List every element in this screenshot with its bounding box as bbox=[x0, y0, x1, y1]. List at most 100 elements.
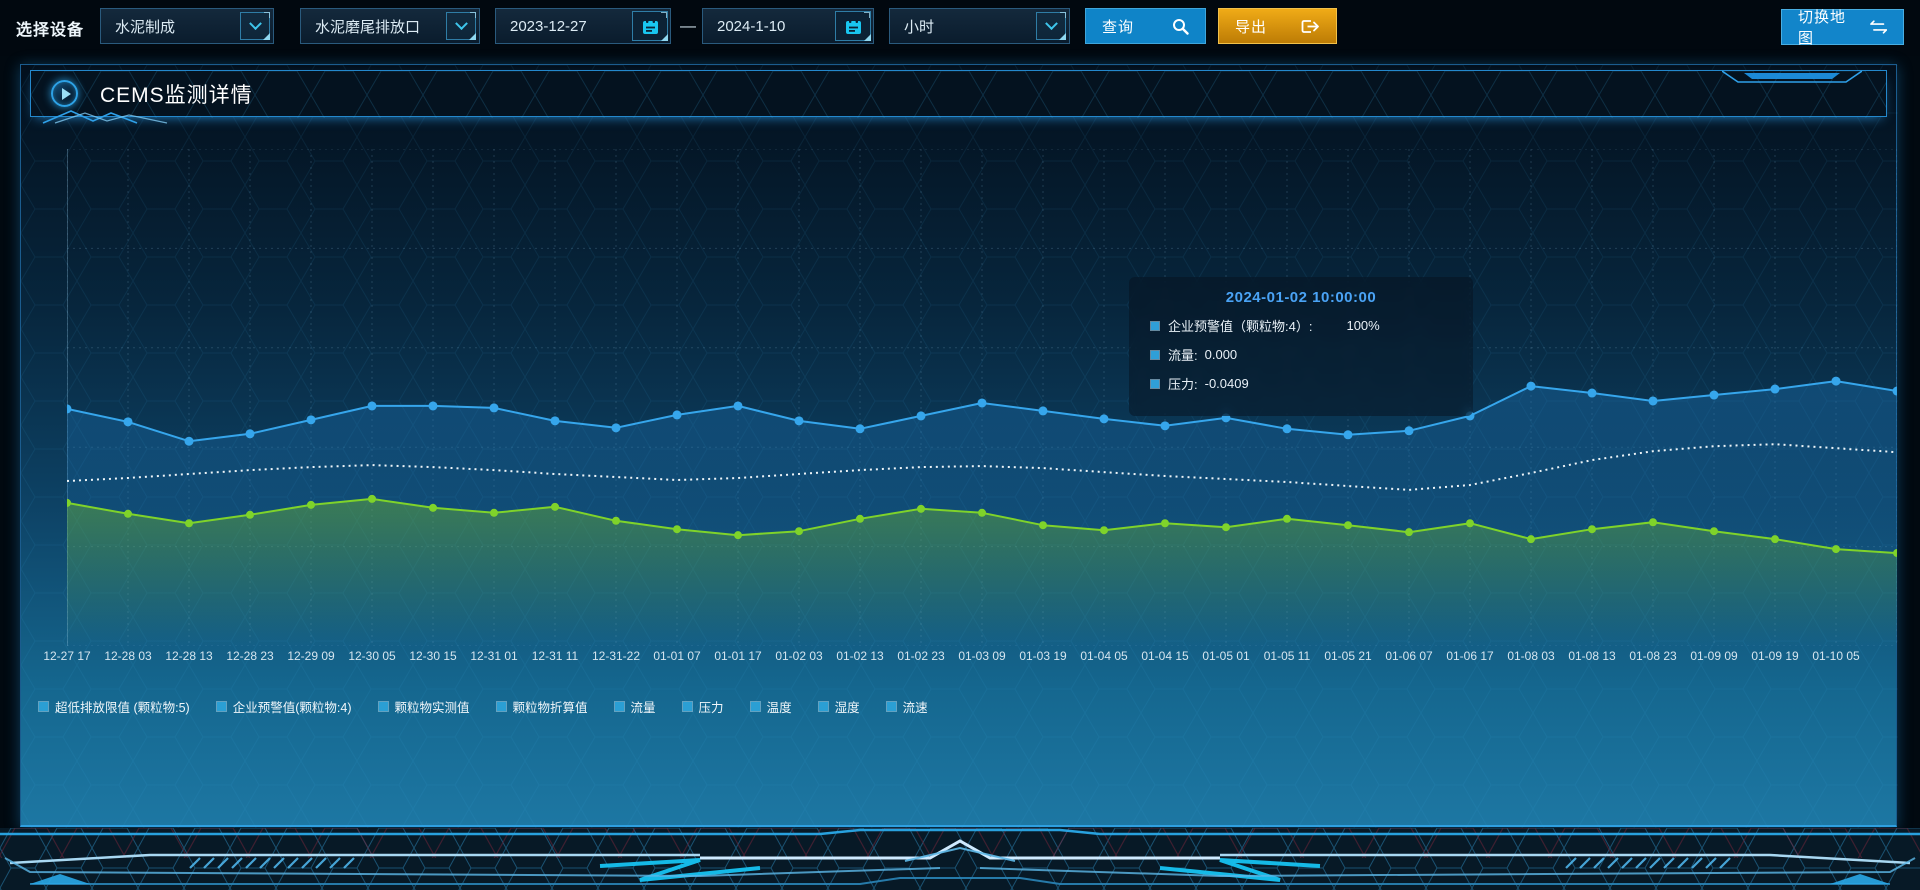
switch-map-label: 切换地图 bbox=[1798, 9, 1847, 47]
header-zigzag-decoration bbox=[42, 110, 168, 124]
series-marker-icon bbox=[1150, 320, 1160, 331]
swap-icon bbox=[1869, 20, 1887, 34]
chevron-down-icon[interactable] bbox=[446, 12, 476, 40]
x-axis-label: 01-05 11 bbox=[1263, 649, 1311, 663]
chart-legend: 超低排放限值 (颗粒物:5) 企业预警值(颗粒物:4) 颗粒物实测值 颗粒物折算值 流量… bbox=[38, 697, 928, 716]
interval-select[interactable]: 小时 bbox=[889, 8, 1070, 44]
export-button[interactable]: 导出 bbox=[1218, 8, 1337, 44]
footer-decoration bbox=[0, 828, 1920, 890]
series-2 bbox=[63, 494, 1901, 646]
legend-label: 温度 bbox=[766, 701, 792, 715]
panel-title: CEMS监测详情 bbox=[100, 83, 253, 107]
end-date-value: 2024-1-10 bbox=[717, 17, 786, 35]
device-select-value: 水泥制成 bbox=[115, 18, 176, 36]
legend-marker-icon bbox=[817, 701, 829, 712]
calendar-icon[interactable] bbox=[835, 11, 871, 41]
tooltip-row: 压力: -0.0409 bbox=[1150, 374, 1473, 393]
tooltip-label: 流量: bbox=[1168, 348, 1198, 363]
cems-chart[interactable] bbox=[62, 148, 1902, 647]
x-axis-label: 01-10 05 bbox=[1812, 649, 1860, 663]
x-axis-label: 12-27 17 bbox=[43, 649, 91, 663]
toolbar: 选择设备 水泥制成 水泥磨尾排放口 2023-12-27 — 2024-1-10 bbox=[0, 0, 1920, 56]
query-button-label: 查询 bbox=[1102, 18, 1135, 36]
x-axis: 12-27 17 12-28 03 12-28 13 12-28 23 12-29 09… bbox=[43, 649, 1897, 667]
legend-marker-icon bbox=[613, 701, 625, 712]
legend-item[interactable]: 温度 bbox=[749, 697, 792, 716]
x-axis-label: 01-08 13 bbox=[1568, 649, 1616, 663]
x-axis-label: 01-05 21 bbox=[1324, 649, 1372, 663]
legend-item[interactable]: 压力 bbox=[681, 697, 724, 716]
search-icon bbox=[1173, 18, 1189, 35]
header-notch-decoration bbox=[1722, 70, 1862, 83]
cems-panel: CEMS监测详情 12-27 17 12-28 03 12-28 13 12-28 2… bbox=[20, 64, 1902, 828]
x-axis-label: 01-06 17 bbox=[1446, 649, 1494, 663]
x-axis-label: 12-28 13 bbox=[165, 649, 213, 663]
x-axis-label: 12-28 03 bbox=[104, 649, 152, 663]
x-axis-label: 01-03 09 bbox=[958, 649, 1006, 663]
export-icon bbox=[1301, 19, 1319, 33]
tooltip-label: 压力: bbox=[1168, 377, 1198, 392]
x-axis-label: 12-28 23 bbox=[226, 649, 274, 663]
legend-label: 流量 bbox=[630, 701, 656, 715]
legend-item[interactable]: 流量 bbox=[613, 697, 656, 716]
legend-label: 颗粒物实测值 bbox=[394, 701, 470, 715]
query-button[interactable]: 查询 bbox=[1085, 8, 1206, 44]
switch-map-button[interactable]: 切换地图 bbox=[1781, 9, 1904, 47]
tooltip-row: 企业预警值（颗粒物:4）: 100% bbox=[1150, 316, 1473, 335]
chevron-down-icon[interactable] bbox=[240, 12, 270, 40]
panel-header: CEMS监测详情 bbox=[30, 70, 1887, 124]
x-axis-label: 12-31-22 bbox=[591, 649, 641, 663]
outlet-select-value: 水泥磨尾排放口 bbox=[315, 18, 421, 36]
export-button-label: 导出 bbox=[1235, 18, 1268, 36]
end-date-picker[interactable]: 2024-1-10 bbox=[702, 8, 874, 44]
start-date-picker[interactable]: 2023-12-27 bbox=[495, 8, 671, 44]
legend-marker-icon bbox=[495, 701, 507, 712]
x-axis-label: 01-06 07 bbox=[1385, 649, 1433, 663]
x-axis-label: 01-09 09 bbox=[1690, 649, 1738, 663]
x-axis-label: 01-03 19 bbox=[1019, 649, 1067, 663]
x-axis-label: 12-30 15 bbox=[409, 649, 457, 663]
x-axis-label: 01-02 13 bbox=[836, 649, 884, 663]
tooltip-timestamp: 2024-01-02 10:00:00 bbox=[1225, 289, 1377, 306]
x-axis-label: 01-02 23 bbox=[897, 649, 945, 663]
x-axis-label: 12-31 11 bbox=[531, 649, 579, 663]
interval-select-value: 小时 bbox=[904, 18, 935, 36]
device-select-label: 选择设备 bbox=[16, 22, 85, 39]
x-axis-label: 01-04 05 bbox=[1080, 649, 1128, 663]
x-axis-label: 01-08 23 bbox=[1629, 649, 1677, 663]
start-date-value: 2023-12-27 bbox=[510, 17, 587, 35]
hexagon-pattern-header bbox=[31, 71, 1886, 118]
x-axis-label: 01-05 01 bbox=[1202, 649, 1250, 663]
legend-item[interactable]: 企业预警值(颗粒物:4) bbox=[215, 697, 352, 716]
legend-marker-icon bbox=[38, 701, 49, 712]
x-axis-label: 12-30 05 bbox=[348, 649, 396, 663]
legend-marker-icon bbox=[215, 701, 227, 712]
tooltip-label: 企业预警值（颗粒物:4）: bbox=[1168, 319, 1313, 334]
chart-tooltip: 2024-01-02 10:00:00 企业预警值（颗粒物:4）: 100% 流… bbox=[1129, 277, 1473, 416]
legend-item[interactable]: 湿度 bbox=[817, 697, 860, 716]
x-axis-label: 01-09 19 bbox=[1751, 649, 1799, 663]
play-icon bbox=[51, 80, 78, 107]
legend-marker-icon bbox=[377, 701, 389, 712]
legend-marker-icon bbox=[749, 701, 761, 712]
legend-item[interactable]: 颗粒物折算值 bbox=[495, 697, 588, 716]
x-axis-label: 12-31 01 bbox=[470, 649, 518, 663]
series-marker-icon bbox=[1150, 349, 1160, 360]
calendar-icon[interactable] bbox=[632, 11, 668, 41]
x-axis-label: 01-01 17 bbox=[714, 649, 762, 663]
x-axis-label: 01-04 15 bbox=[1141, 649, 1189, 663]
tooltip-value: 0.000 bbox=[1204, 347, 1238, 362]
legend-label: 颗粒物折算值 bbox=[512, 701, 588, 715]
legend-item[interactable]: 超低排放限值 (颗粒物:5) bbox=[38, 697, 190, 716]
tooltip-row: 流量: 0.000 bbox=[1150, 345, 1473, 364]
legend-label: 流速 bbox=[902, 701, 928, 715]
legend-item[interactable]: 颗粒物实测值 bbox=[377, 697, 470, 716]
outlet-select[interactable]: 水泥磨尾排放口 bbox=[300, 8, 480, 44]
device-select[interactable]: 水泥制成 bbox=[100, 8, 274, 44]
chevron-down-icon[interactable] bbox=[1036, 12, 1066, 40]
legend-label: 超低排放限值 (颗粒物:5) bbox=[55, 701, 190, 715]
tooltip-value: 100% bbox=[1346, 318, 1380, 333]
legend-item[interactable]: 流速 bbox=[885, 697, 928, 716]
x-axis-label: 12-29 09 bbox=[287, 649, 335, 663]
